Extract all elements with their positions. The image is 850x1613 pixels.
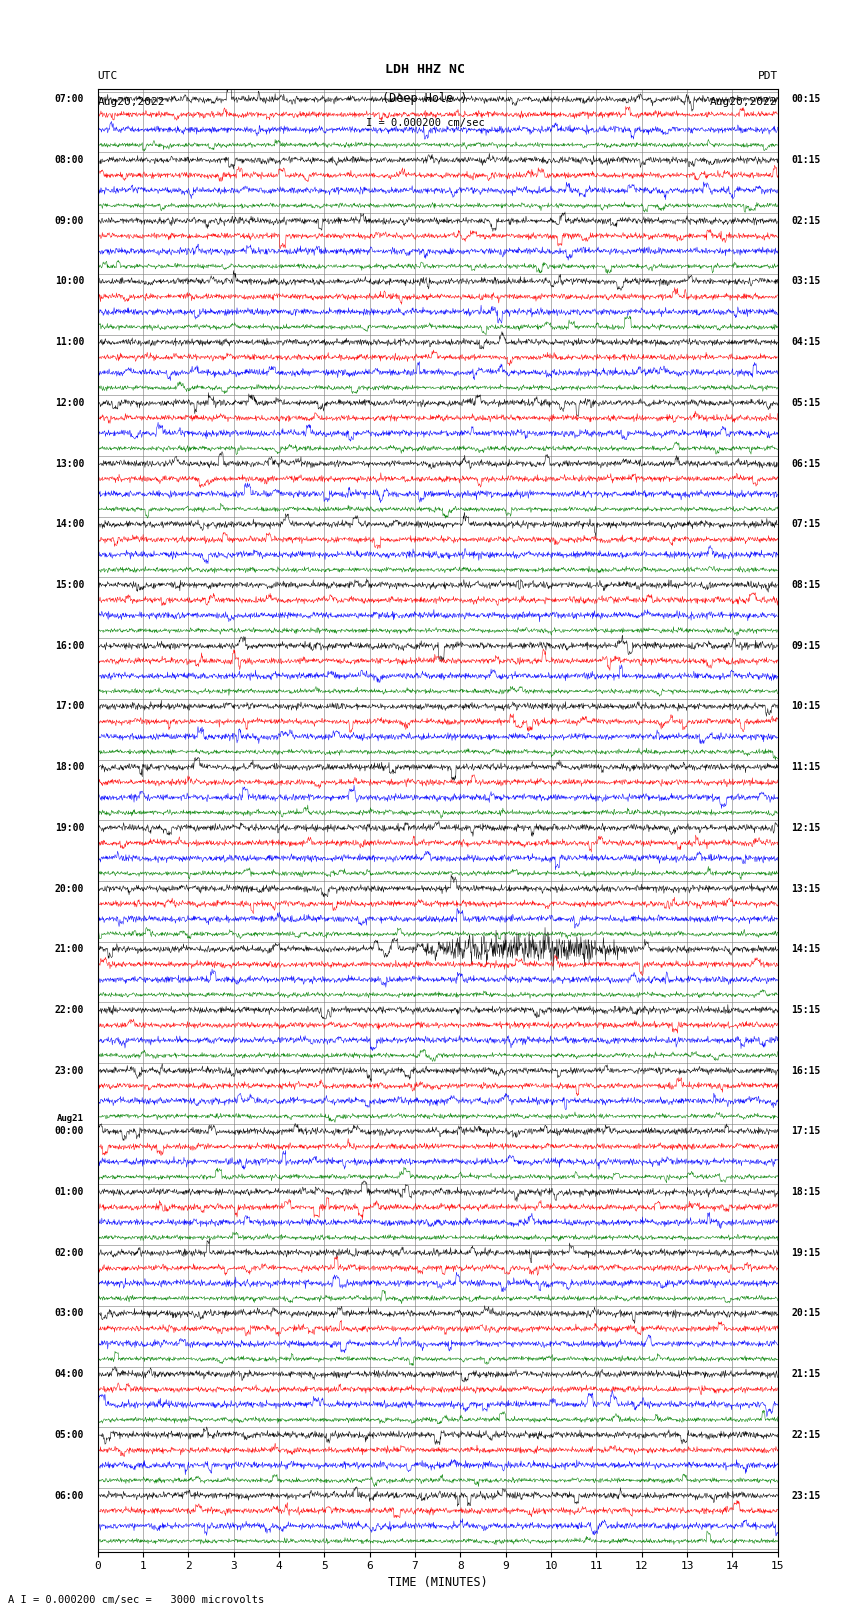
Text: 19:15: 19:15 (791, 1248, 821, 1258)
X-axis label: TIME (MINUTES): TIME (MINUTES) (388, 1576, 488, 1589)
Text: 20:15: 20:15 (791, 1308, 821, 1318)
Text: 21:00: 21:00 (54, 944, 84, 955)
Text: 18:15: 18:15 (791, 1187, 821, 1197)
Text: 03:15: 03:15 (791, 276, 821, 287)
Text: 17:00: 17:00 (54, 702, 84, 711)
Text: 22:15: 22:15 (791, 1429, 821, 1440)
Text: 23:00: 23:00 (54, 1066, 84, 1076)
Text: 02:00: 02:00 (54, 1248, 84, 1258)
Text: 07:00: 07:00 (54, 94, 84, 105)
Text: 23:15: 23:15 (791, 1490, 821, 1500)
Text: 08:15: 08:15 (791, 581, 821, 590)
Text: 12:00: 12:00 (54, 398, 84, 408)
Text: I = 0.000200 cm/sec: I = 0.000200 cm/sec (366, 118, 484, 127)
Text: 15:00: 15:00 (54, 581, 84, 590)
Text: 02:15: 02:15 (791, 216, 821, 226)
Text: PDT: PDT (757, 71, 778, 81)
Text: 01:15: 01:15 (791, 155, 821, 165)
Text: 16:15: 16:15 (791, 1066, 821, 1076)
Text: 04:15: 04:15 (791, 337, 821, 347)
Text: 00:15: 00:15 (791, 94, 821, 105)
Text: 03:00: 03:00 (54, 1308, 84, 1318)
Text: 22:00: 22:00 (54, 1005, 84, 1015)
Text: 04:00: 04:00 (54, 1369, 84, 1379)
Text: 19:00: 19:00 (54, 823, 84, 832)
Text: 10:15: 10:15 (791, 702, 821, 711)
Text: Aug20,2022: Aug20,2022 (711, 97, 778, 106)
Text: 18:00: 18:00 (54, 761, 84, 773)
Text: 11:00: 11:00 (54, 337, 84, 347)
Text: 07:15: 07:15 (791, 519, 821, 529)
Text: 12:15: 12:15 (791, 823, 821, 832)
Text: 15:15: 15:15 (791, 1005, 821, 1015)
Text: (Deep Hole ): (Deep Hole ) (382, 92, 468, 105)
Text: Aug21: Aug21 (57, 1115, 84, 1123)
Text: 10:00: 10:00 (54, 276, 84, 287)
Text: LDH HHZ NC: LDH HHZ NC (385, 63, 465, 76)
Text: 05:00: 05:00 (54, 1429, 84, 1440)
Text: UTC: UTC (98, 71, 118, 81)
Text: Aug20,2022: Aug20,2022 (98, 97, 165, 106)
Text: 01:00: 01:00 (54, 1187, 84, 1197)
Text: 13:15: 13:15 (791, 884, 821, 894)
Text: 14:15: 14:15 (791, 944, 821, 955)
Text: 06:15: 06:15 (791, 458, 821, 468)
Text: 20:00: 20:00 (54, 884, 84, 894)
Text: A I = 0.000200 cm/sec =   3000 microvolts: A I = 0.000200 cm/sec = 3000 microvolts (8, 1595, 264, 1605)
Text: 09:00: 09:00 (54, 216, 84, 226)
Text: 21:15: 21:15 (791, 1369, 821, 1379)
Text: 00:00: 00:00 (54, 1126, 84, 1136)
Text: 14:00: 14:00 (54, 519, 84, 529)
Text: 17:15: 17:15 (791, 1126, 821, 1136)
Text: 13:00: 13:00 (54, 458, 84, 468)
Text: 16:00: 16:00 (54, 640, 84, 650)
Text: 05:15: 05:15 (791, 398, 821, 408)
Text: 06:00: 06:00 (54, 1490, 84, 1500)
Text: 08:00: 08:00 (54, 155, 84, 165)
Text: 11:15: 11:15 (791, 761, 821, 773)
Text: 09:15: 09:15 (791, 640, 821, 650)
